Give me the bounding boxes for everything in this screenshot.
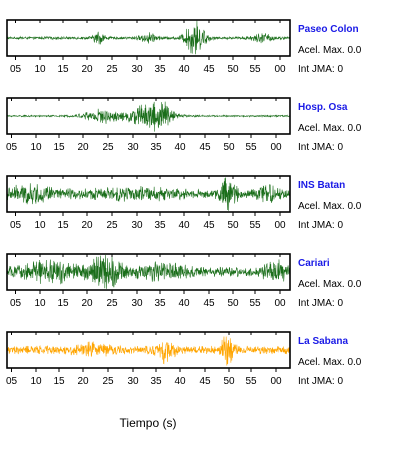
x-tick-label: 00 (274, 298, 286, 309)
x-tick-label: 05 (10, 220, 22, 231)
x-tick-label: 00 (270, 142, 282, 153)
x-tick-label: 40 (178, 64, 190, 75)
x-tick-label: 10 (34, 298, 46, 309)
station-name: La Sabana (298, 336, 348, 347)
waveform-trace (7, 20, 290, 55)
x-tick-label: 30 (131, 220, 143, 231)
x-tick-label: 50 (223, 376, 235, 387)
x-tick-label: 30 (127, 142, 139, 153)
x-tick-label: 10 (34, 64, 46, 75)
waveform-trace (7, 177, 290, 211)
x-tick-label: 30 (131, 298, 143, 309)
station-name: Paseo Colon (298, 24, 359, 35)
acel-max-label: Acel. Max. 0.0 (298, 45, 362, 56)
x-tick-label: 25 (102, 142, 114, 153)
x-tick-label: 25 (106, 64, 118, 75)
x-tick-label: 35 (150, 376, 162, 387)
x-tick-label: 45 (203, 298, 215, 309)
waveform-trace (7, 254, 290, 289)
x-tick-label: 05 (6, 376, 18, 387)
x-tick-label: 00 (270, 376, 282, 387)
x-tick-label: 15 (53, 376, 65, 387)
x-tick-label: 25 (106, 298, 118, 309)
x-tick-label: 40 (178, 220, 190, 231)
x-tick-label: 15 (57, 298, 69, 309)
int-jma-label: Int JMA: 0 (298, 142, 343, 153)
x-tick-label: 45 (203, 220, 215, 231)
station-name: Hosp. Osa (298, 102, 348, 113)
x-tick-label: 00 (274, 220, 286, 231)
panel-frame (6, 175, 291, 213)
panel-4: 05 10 15 20 25 30 35 40 45 50 55 00 Cariari Acel. Max… (6, 253, 362, 309)
x-tick-label: 50 (223, 142, 235, 153)
x-tick-label: 35 (150, 142, 162, 153)
int-jma-label: Int JMA: 0 (298, 64, 343, 75)
x-tick-label: 50 (227, 64, 239, 75)
x-tick-label: 15 (57, 220, 69, 231)
int-jma-label: Int JMA: 0 (298, 220, 343, 231)
panel-frame (6, 19, 291, 57)
panels: 05 10 15 20 25 30 35 40 45 50 55 00 Paseo Colon Acel.… (6, 19, 362, 387)
x-axis-title: Tiempo (s) (120, 416, 177, 430)
x-tick-label: 55 (249, 64, 261, 75)
acel-max-label: Acel. Max. 0.0 (298, 201, 362, 212)
x-tick-label: 05 (6, 142, 18, 153)
x-tick-label: 25 (102, 376, 114, 387)
x-tick-label: 45 (203, 64, 215, 75)
x-tick-label: 35 (154, 220, 166, 231)
x-tick-label: 15 (57, 64, 69, 75)
panel-frame (6, 253, 291, 291)
station-name: INS Batan (298, 180, 345, 191)
x-tick-label: 40 (174, 142, 186, 153)
x-tick-label: 20 (77, 142, 89, 153)
x-tick-label: 05 (10, 298, 22, 309)
acel-max-label: Acel. Max. 0.0 (298, 123, 362, 134)
x-tick-label: 30 (127, 376, 139, 387)
panel-3: 05 10 15 20 25 30 35 40 45 50 55 00 INS Batan Acel. M… (6, 175, 362, 231)
x-tick-label: 40 (174, 376, 186, 387)
waveform-trace (7, 101, 290, 132)
x-tick-label: 35 (154, 64, 166, 75)
panel-frame (6, 331, 291, 369)
station-name: Cariari (298, 258, 330, 269)
x-tick-label: 45 (199, 142, 211, 153)
x-tick-label: 00 (274, 64, 286, 75)
int-jma-label: Int JMA: 0 (298, 376, 343, 387)
x-tick-label: 55 (249, 220, 261, 231)
x-tick-label: 55 (245, 142, 257, 153)
x-tick-label: 45 (199, 376, 211, 387)
int-jma-label: Int JMA: 0 (298, 298, 343, 309)
acel-max-label: Acel. Max. 0.0 (298, 357, 362, 368)
x-tick-label: 55 (249, 298, 261, 309)
x-tick-label: 55 (245, 376, 257, 387)
x-tick-label: 50 (227, 298, 239, 309)
x-tick-label: 05 (10, 64, 22, 75)
x-tick-label: 20 (81, 220, 93, 231)
x-tick-label: 40 (178, 298, 190, 309)
panel-1: 05 10 15 20 25 30 35 40 45 50 55 00 Paseo Colon Acel.… (6, 19, 362, 75)
acel-max-label: Acel. Max. 0.0 (298, 279, 362, 290)
x-tick-label: 50 (227, 220, 239, 231)
x-tick-label: 10 (30, 142, 42, 153)
x-tick-label: 35 (154, 298, 166, 309)
x-tick-label: 20 (81, 64, 93, 75)
panel-5: 05 10 15 20 25 30 35 40 45 50 55 00 La Sabana Acel. M… (6, 331, 362, 387)
x-tick-label: 10 (30, 376, 42, 387)
x-tick-label: 20 (77, 376, 89, 387)
x-tick-label: 20 (81, 298, 93, 309)
waveform-trace (7, 336, 290, 366)
x-tick-label: 30 (131, 64, 143, 75)
x-tick-label: 15 (53, 142, 65, 153)
x-tick-label: 25 (106, 220, 118, 231)
panel-frame (6, 97, 291, 135)
panel-2: 05 10 15 20 25 30 35 40 45 50 55 00 Hosp. Osa Acel. M… (6, 97, 362, 153)
x-tick-label: 10 (34, 220, 46, 231)
